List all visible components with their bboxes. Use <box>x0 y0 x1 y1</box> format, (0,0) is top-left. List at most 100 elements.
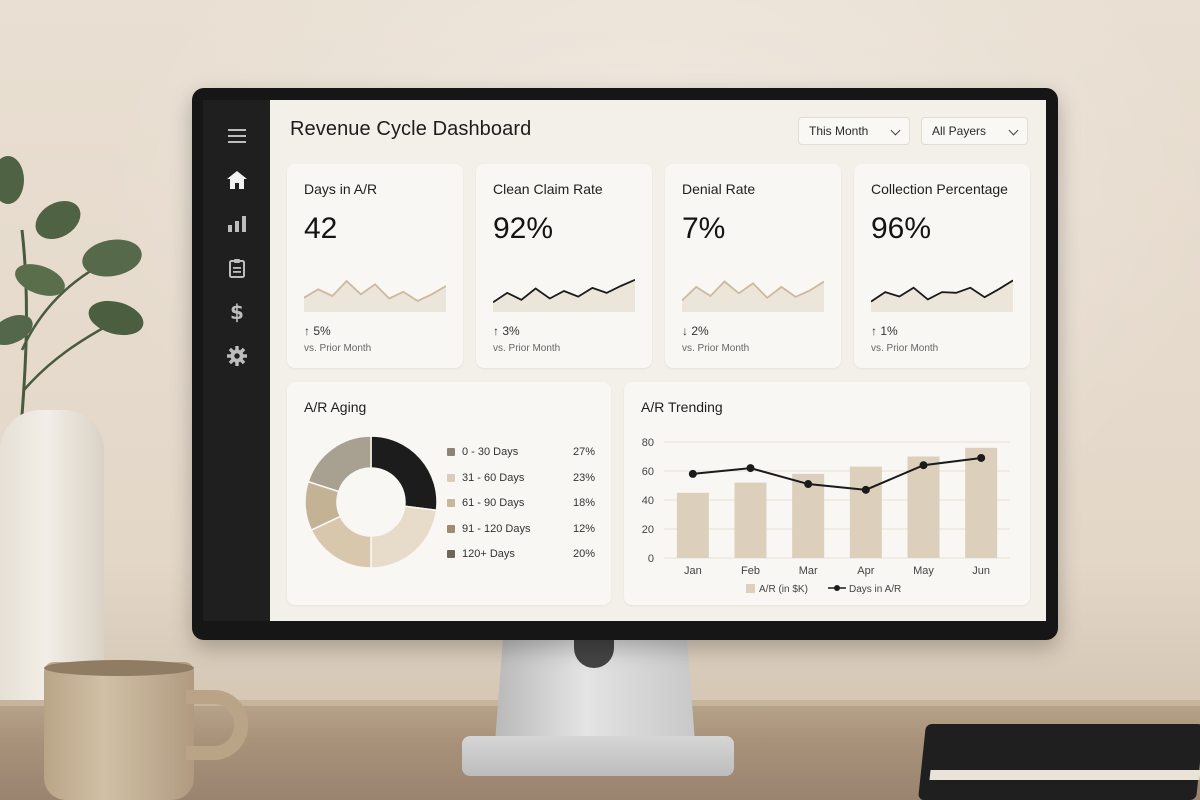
bar-ar <box>965 447 998 558</box>
main-content: Revenue Cycle Dashboard This Month All P… <box>270 100 1046 621</box>
bar-ar <box>734 482 767 558</box>
sparkline-area <box>304 281 446 312</box>
line-point <box>804 480 813 489</box>
period-select[interactable]: This Month <box>798 117 910 145</box>
kpi-value: 7% <box>682 212 726 245</box>
kpi-change: ↓ 2% <box>682 324 709 338</box>
line-point <box>688 469 697 478</box>
kpi-value: 42 <box>304 212 338 245</box>
donut-slice <box>370 505 438 569</box>
sparkline-line <box>304 279 446 303</box>
aging-legend-row: 91 - 120 Days 12% <box>447 522 595 538</box>
sparkline <box>871 279 1013 312</box>
up-arrow-icon: ↑ <box>304 324 314 338</box>
bar-ar <box>676 492 709 558</box>
legend-swatch <box>447 525 455 533</box>
page-title: Revenue Cycle Dashboard <box>290 118 532 140</box>
legend-percent: 27% <box>572 446 595 458</box>
sparkline-area <box>871 280 1013 312</box>
sparkline-line <box>871 279 1013 303</box>
coffee-mug <box>44 662 194 800</box>
up-arrow-icon: ↑ <box>493 324 503 338</box>
line-point <box>919 461 928 470</box>
x-tick-label: Apr <box>857 565 874 577</box>
bar-ar <box>907 456 940 558</box>
kpi-comparison: vs. Prior Month <box>493 343 561 354</box>
kpi-comparison: vs. Prior Month <box>682 343 750 354</box>
donut-slice <box>370 435 438 512</box>
legend-line-marker <box>828 585 846 591</box>
legend-swatch <box>447 474 455 482</box>
chart-title: A/R Trending <box>641 399 723 415</box>
coffee-mug-rim <box>44 660 194 676</box>
legend-swatch <box>447 499 455 507</box>
aging-legend-row: 120+ Days 20% <box>447 547 595 563</box>
kpi-label: Days in A/R <box>304 181 378 197</box>
kpi-change-value: 2% <box>691 324 709 338</box>
kpi-card-days-in-ar: Days in A/R 42 ↑ 5% vs. Prior Month <box>287 164 463 368</box>
legend-item-ar: A/R (in $K) <box>746 584 808 595</box>
kpi-card-denial-rate: Denial Rate 7% ↓ 2% vs. Prior Month <box>665 164 841 368</box>
section-title: A/R Aging <box>304 399 367 415</box>
line-point <box>746 464 755 473</box>
sparkline <box>493 278 635 312</box>
gear-icon[interactable] <box>221 340 253 372</box>
kpi-label: Clean Claim Rate <box>493 181 603 197</box>
clipboard-icon[interactable] <box>221 252 253 284</box>
kpi-change: ↑ 1% <box>871 324 898 338</box>
kpi-change: ↑ 5% <box>304 324 331 338</box>
sparkline-line <box>682 280 824 302</box>
kpi-label: Collection Percentage <box>871 181 1008 197</box>
chevron-down-icon <box>1008 125 1019 136</box>
kpi-value: 96% <box>871 212 932 245</box>
kpi-label: Denial Rate <box>682 181 756 197</box>
kpi-change-value: 1% <box>880 324 898 338</box>
line-point <box>861 485 870 494</box>
line-days-in-ar <box>692 456 982 491</box>
bar-ar <box>849 466 882 558</box>
kpi-value: 92% <box>493 212 554 245</box>
menu-icon[interactable] <box>221 120 253 152</box>
legend-label: Days in A/R <box>849 584 902 595</box>
notebook-pages <box>929 770 1200 780</box>
x-tick-label: Feb <box>741 565 760 577</box>
y-tick-label: 0 <box>648 553 654 565</box>
monitor-stand-base <box>462 736 734 776</box>
sparkline-area <box>493 279 635 312</box>
legend-swatch <box>447 448 455 456</box>
kpi-comparison: vs. Prior Month <box>871 343 939 354</box>
y-tick-label: 80 <box>642 437 654 449</box>
legend-label: 91 - 120 Days <box>462 523 531 535</box>
ar-aging-donut-chart <box>304 435 438 569</box>
sparkline-line <box>493 278 635 304</box>
kpi-card-clean-claim-rate: Clean Claim Rate 92% ↑ 3% vs. Prior Mont… <box>476 164 652 368</box>
aging-legend-row: 61 - 90 Days 18% <box>447 496 595 512</box>
payer-select[interactable]: All Payers <box>921 117 1028 145</box>
dollar-icon[interactable]: $ <box>221 296 253 328</box>
period-select-value: This Month <box>809 124 869 138</box>
kpi-comparison: vs. Prior Month <box>304 343 372 354</box>
sparkline <box>682 280 824 312</box>
bar-chart-icon[interactable] <box>221 208 253 240</box>
sparkline <box>304 279 446 312</box>
ar-trending-chart: 0 20 40 60 80 Jan Feb Mar Apr May Jun <box>642 437 1010 577</box>
y-tick-label: 60 <box>642 466 654 478</box>
ar-aging-card: A/R Aging 0 - 30 Days 27% 31 - 60 Days 2… <box>287 382 611 605</box>
legend-label: A/R (in $K) <box>759 584 808 595</box>
legend-label: 120+ Days <box>462 548 515 560</box>
notebook <box>918 724 1200 800</box>
ar-trending-card: A/R Trending 0 20 40 60 80 Jan Feb Mar Apr May Jun… <box>624 382 1030 605</box>
plant-leaves <box>0 156 144 440</box>
legend-percent: 23% <box>572 472 595 484</box>
home-icon[interactable] <box>221 164 253 196</box>
x-tick-label: Jan <box>684 565 702 577</box>
y-tick-label: 20 <box>642 524 654 536</box>
x-tick-label: May <box>913 565 934 577</box>
legend-item-days: Days in A/R <box>828 584 901 595</box>
payer-select-value: All Payers <box>932 124 987 138</box>
kpi-card-collection-percentage: Collection Percentage 96% ↑ 1% vs. Prior… <box>854 164 1030 368</box>
legend-percent: 20% <box>572 548 595 560</box>
up-arrow-icon: ↑ <box>871 324 881 338</box>
legend-label: 61 - 90 Days <box>462 497 525 509</box>
kpi-change: ↑ 3% <box>493 324 520 338</box>
